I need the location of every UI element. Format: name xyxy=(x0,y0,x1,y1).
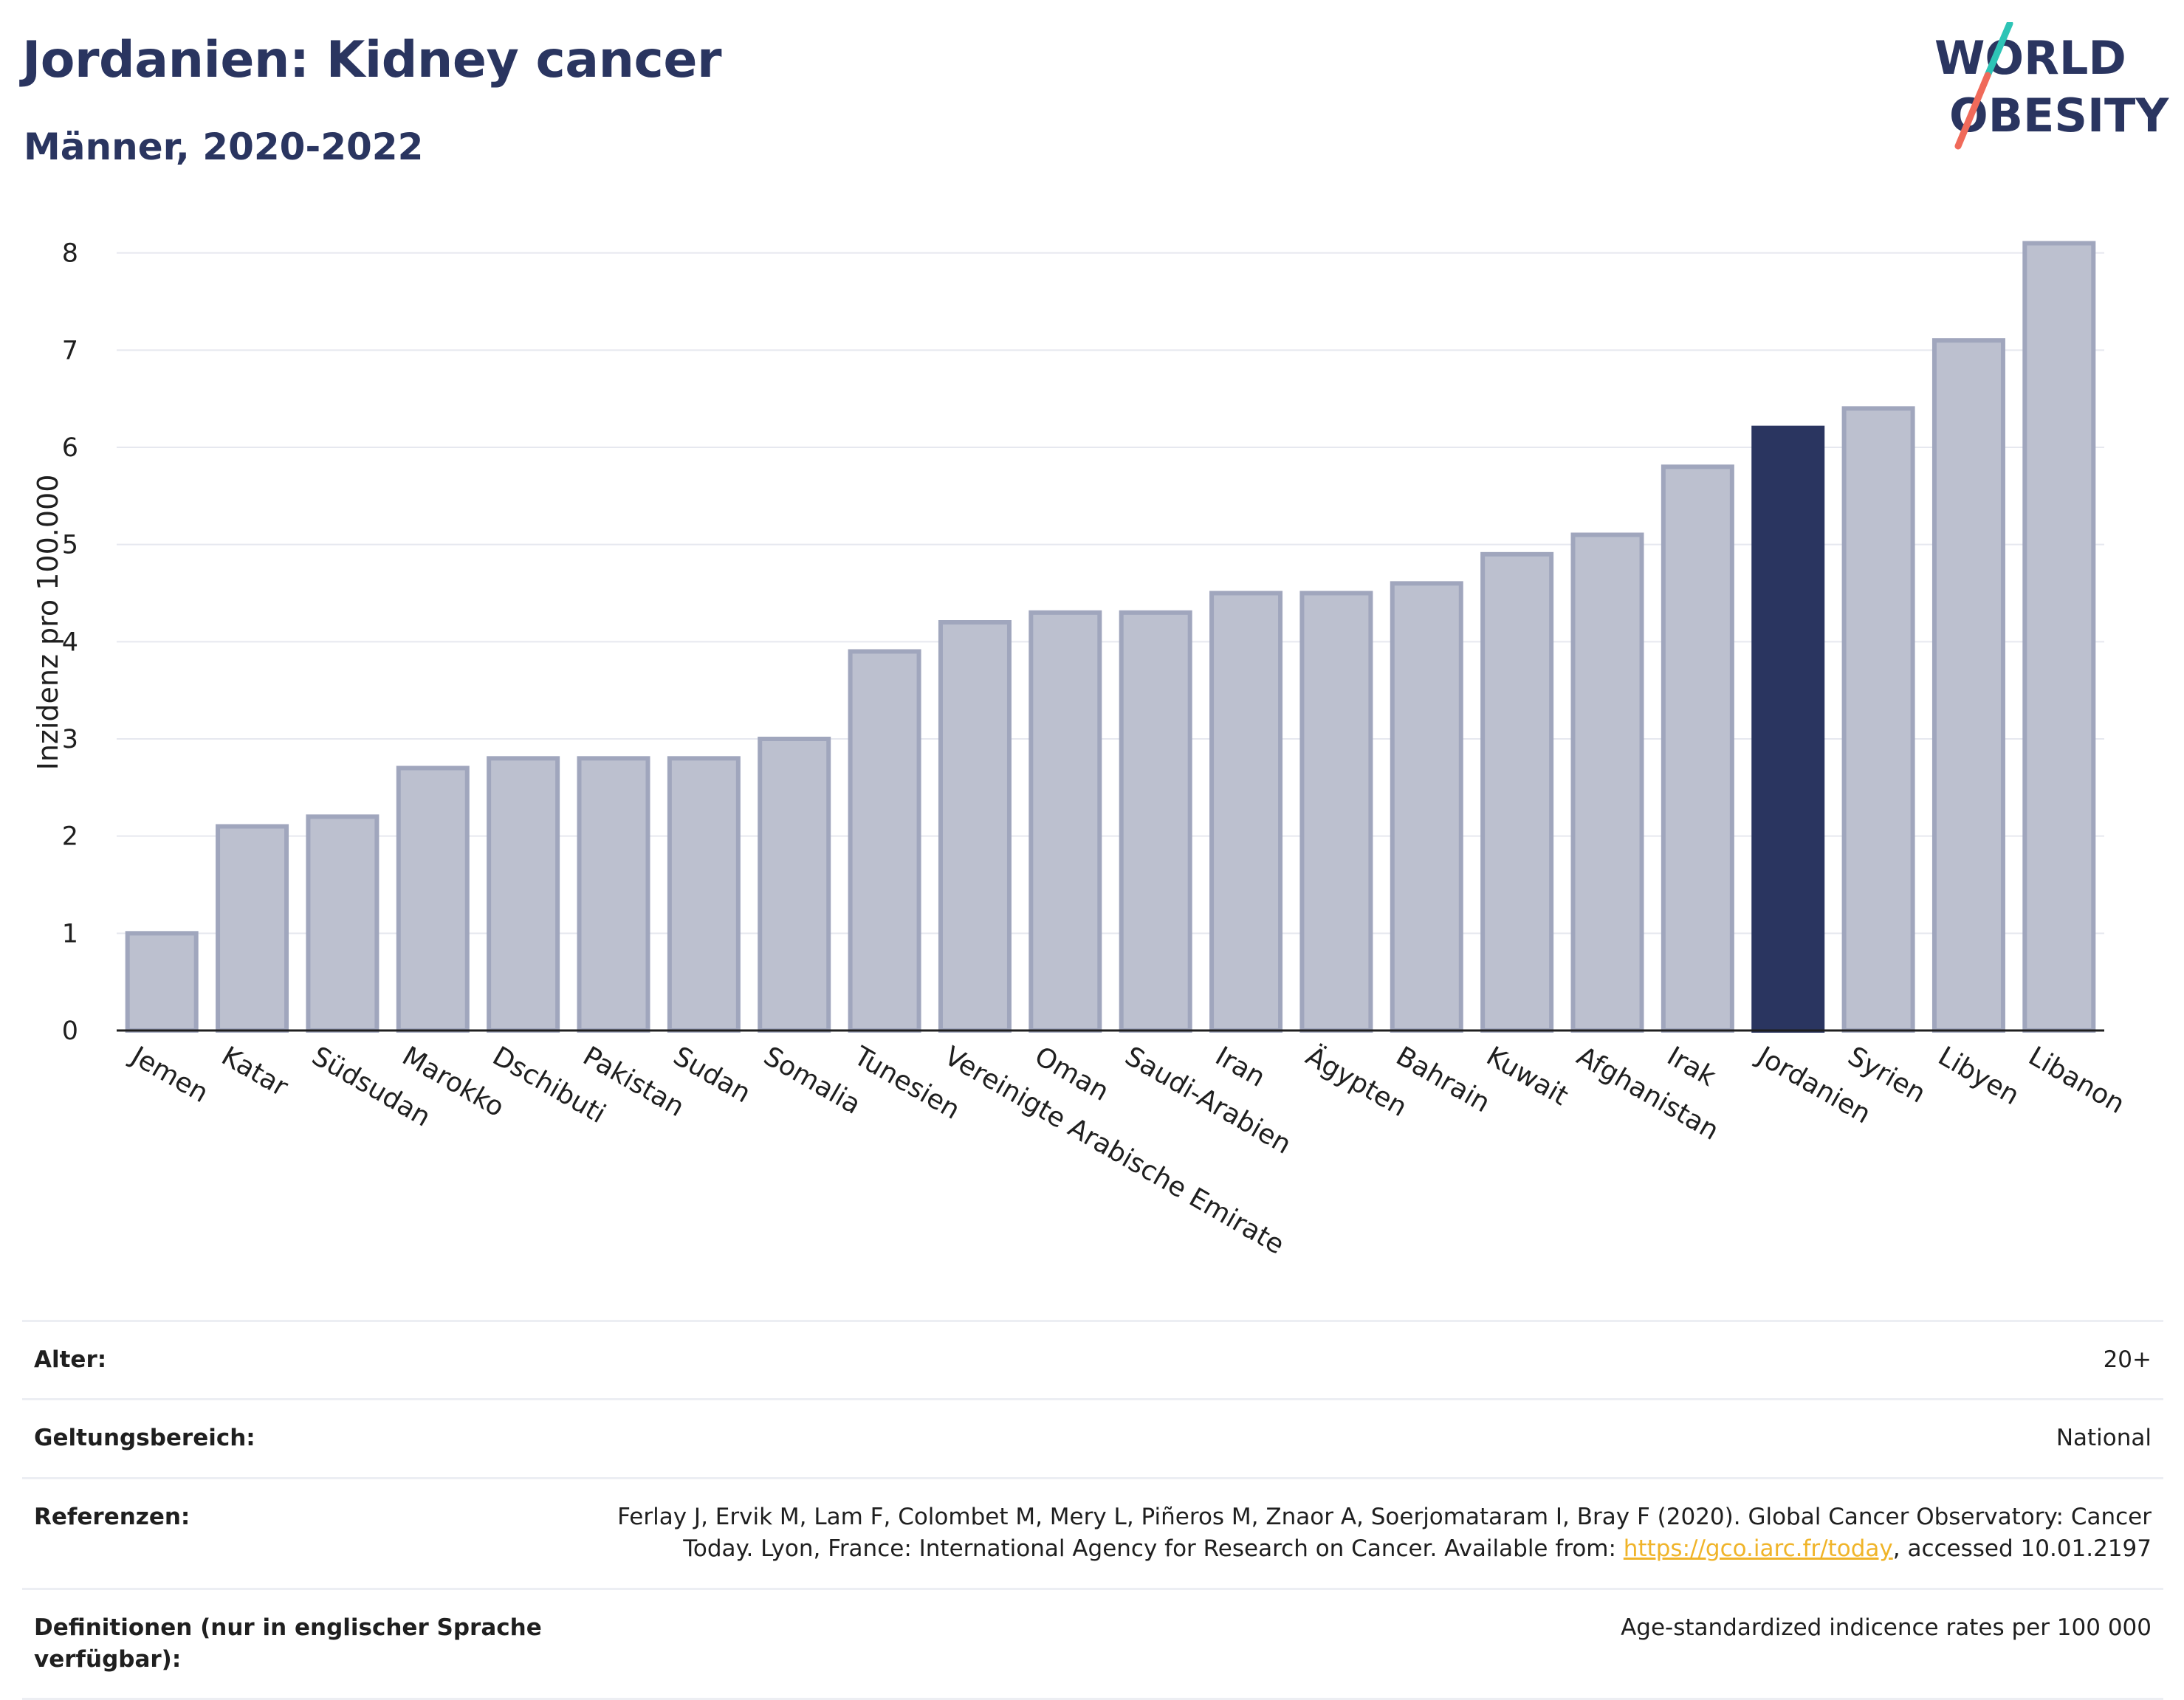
bar xyxy=(758,737,831,1033)
info-row-definitions: Definitionen (nur in englischer Sprache … xyxy=(22,1589,2163,1699)
references-line-2-pre: Today. Lyon, France: International Agenc… xyxy=(683,1535,1624,1563)
bar xyxy=(1751,425,1825,1033)
x-tick-label: Libyen xyxy=(1933,1041,2025,1111)
x-tick-label: Somalia xyxy=(758,1041,865,1121)
scope-label: Geltungsbereich: xyxy=(34,1425,255,1452)
references-line-1: Ferlay J, Ervik M, Lam F, Colombet M, Me… xyxy=(617,1503,2152,1530)
y-tick-label: 4 xyxy=(62,627,78,657)
definitions-value: Age-standardized indicence rates per 100… xyxy=(1621,1614,2152,1641)
bar xyxy=(938,620,1012,1033)
world-obesity-logo: WORLD OBESITY xyxy=(1934,22,2169,150)
age-value: 20+ xyxy=(2103,1346,2152,1373)
bar xyxy=(577,756,650,1033)
bar xyxy=(1029,610,1102,1033)
logo-slash-coral xyxy=(1954,72,1991,150)
bar xyxy=(1661,464,1734,1033)
bar xyxy=(1570,532,1644,1033)
bar xyxy=(1390,581,1463,1033)
bar xyxy=(306,814,380,1033)
y-tick-label: 3 xyxy=(62,725,78,754)
y-tick-label: 1 xyxy=(62,919,78,949)
x-tick-label: Katar xyxy=(216,1041,293,1103)
bar xyxy=(1931,338,2005,1033)
bar xyxy=(1119,610,1192,1033)
x-tick-label: Ägypten xyxy=(1300,1040,1412,1123)
age-label: Alter: xyxy=(34,1346,107,1373)
x-tick-label: Irak xyxy=(1662,1041,1721,1092)
bar xyxy=(216,824,289,1033)
x-tick-label: Libanon xyxy=(2023,1041,2129,1120)
bar xyxy=(1841,406,1915,1033)
x-tick-label: Jemen xyxy=(125,1040,213,1109)
bar xyxy=(848,649,921,1033)
y-axis-title: Inzidenz pro 100.000 xyxy=(32,475,64,771)
bar xyxy=(396,765,470,1033)
y-tick-label: 5 xyxy=(62,531,78,560)
page-subtitle: Männer, 2020-2022 xyxy=(24,125,424,168)
bar xyxy=(1209,591,1283,1033)
bar xyxy=(2022,241,2096,1033)
logo-slash-teal xyxy=(1984,22,2013,79)
info-row-references: Referenzen: Ferlay J, Ervik M, Lam F, Co… xyxy=(22,1478,2163,1589)
y-tick-label: 7 xyxy=(62,336,78,365)
y-tick-label: 6 xyxy=(62,433,78,463)
references-label: Referenzen: xyxy=(34,1503,190,1530)
x-tick-label: Iran xyxy=(1210,1041,1270,1093)
bar xyxy=(125,931,199,1033)
info-table: Alter: 20+ Geltungsbereich: National Ref… xyxy=(22,1320,2163,1700)
scope-value: National xyxy=(2056,1425,2152,1452)
x-tick-label: Bahrain xyxy=(1391,1041,1495,1118)
info-row-age: Alter: 20+ xyxy=(22,1321,2163,1400)
x-tick-label: Kuwait xyxy=(1481,1041,1573,1112)
info-row-scope: Geltungsbereich: National xyxy=(22,1399,2163,1478)
references-line-2-post: , accessed 10.01.2197 xyxy=(1892,1535,2152,1563)
bar xyxy=(487,756,560,1033)
x-tick-label: Saudi-Arabien xyxy=(1120,1041,1297,1160)
page-title: Jordanien: Kidney cancer xyxy=(22,31,722,89)
bar-chart: 0 1 2 3 4 5 6 7 8 Inzidenz pro 100.000 Jemen Katar S… xyxy=(32,239,2129,1261)
bar xyxy=(667,756,741,1033)
logo-text-obesity: OBESITY xyxy=(1949,89,2169,142)
references-link[interactable]: https://gco.iarc.fr/today xyxy=(1623,1535,1893,1563)
logo-text-world: WORLD xyxy=(1934,31,2126,85)
definitions-label: Definitionen (nur in englischer Sprache … xyxy=(34,1614,542,1673)
bar xyxy=(1480,551,1554,1033)
references-value: Ferlay J, Ervik M, Lam F, Colombet M, Me… xyxy=(563,1478,2163,1589)
y-tick-label: 2 xyxy=(62,822,78,852)
y-tick-label: 8 xyxy=(62,239,78,269)
y-tick-label: 0 xyxy=(62,1016,78,1046)
bar xyxy=(1299,591,1373,1033)
